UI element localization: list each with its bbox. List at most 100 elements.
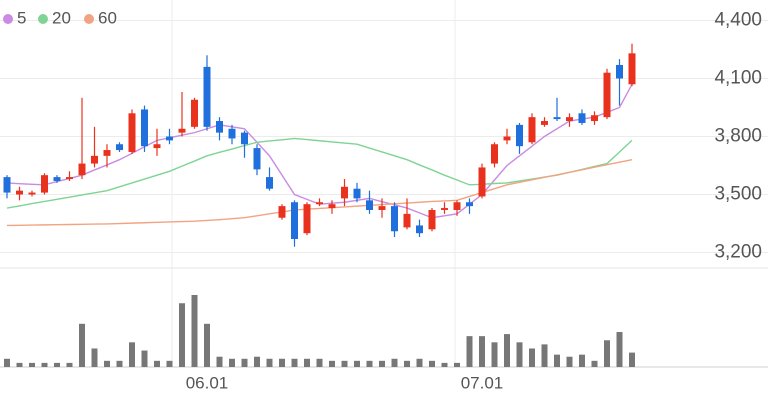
volume-bar bbox=[79, 323, 85, 367]
legend-dot bbox=[38, 14, 48, 24]
candle-body bbox=[16, 190, 23, 195]
volume-bar bbox=[566, 356, 573, 367]
candle-body bbox=[316, 202, 323, 205]
candle-body bbox=[503, 136, 511, 141]
candle-body bbox=[591, 115, 598, 122]
volume-bar bbox=[41, 362, 48, 367]
candle-body bbox=[478, 167, 486, 197]
candle-body bbox=[78, 163, 86, 176]
volume-bar bbox=[354, 360, 360, 367]
volume-bar bbox=[154, 360, 160, 367]
volume-bar bbox=[16, 362, 23, 367]
candle-body bbox=[153, 144, 161, 149]
volume-bar bbox=[304, 358, 310, 367]
candle-body bbox=[291, 202, 298, 239]
x-tick-label: 06.01 bbox=[186, 373, 229, 392]
volume-bar bbox=[541, 344, 548, 367]
candle-body bbox=[241, 132, 248, 145]
volume-bar bbox=[466, 336, 473, 367]
candle-body bbox=[328, 204, 336, 209]
volume-bar bbox=[141, 350, 148, 367]
y-tick-label: 3,800 bbox=[714, 126, 762, 147]
legend-dot bbox=[3, 14, 13, 24]
candle-body bbox=[228, 128, 236, 139]
candle-body bbox=[628, 53, 636, 85]
candle-body bbox=[53, 177, 61, 181]
candle-body bbox=[428, 209, 436, 230]
candle-body bbox=[166, 136, 173, 141]
candle-body bbox=[41, 175, 48, 193]
candle-body bbox=[391, 206, 398, 232]
candle-body bbox=[91, 155, 98, 164]
volume-bar bbox=[629, 352, 635, 367]
candle-body bbox=[441, 208, 448, 210]
candle-body bbox=[366, 200, 373, 210]
candle-body bbox=[116, 144, 123, 151]
candle-body bbox=[528, 117, 536, 143]
volume-bar bbox=[404, 360, 410, 367]
volume-bar bbox=[279, 358, 285, 367]
volume-bar bbox=[129, 342, 135, 367]
candle-body bbox=[466, 202, 473, 207]
volume-bar bbox=[4, 358, 10, 367]
volume-bar bbox=[266, 358, 273, 367]
volume-bar bbox=[516, 342, 523, 367]
volume-bar bbox=[191, 295, 198, 367]
volume-bar bbox=[591, 360, 598, 367]
volume-bar bbox=[229, 358, 235, 367]
volume-bar bbox=[29, 362, 35, 367]
candle-body bbox=[341, 186, 348, 199]
ma-line bbox=[6, 137, 633, 209]
candle-body bbox=[28, 192, 36, 195]
candle-body bbox=[353, 188, 361, 199]
volume-bar bbox=[166, 360, 173, 367]
volume-bar bbox=[66, 362, 73, 367]
candle-body bbox=[266, 177, 273, 189]
volume-bar bbox=[529, 348, 535, 367]
candle-body bbox=[3, 177, 11, 193]
volume-bar bbox=[604, 340, 610, 367]
legend-label: 5 bbox=[17, 8, 26, 27]
y-tick-label: 4,400 bbox=[714, 9, 762, 30]
candle-body bbox=[278, 206, 286, 218]
volume-bar bbox=[366, 360, 373, 367]
volume-bar bbox=[504, 334, 510, 367]
volume-bar bbox=[579, 354, 585, 367]
volume-bar bbox=[316, 358, 323, 367]
x-tick-label: 07.01 bbox=[461, 373, 504, 392]
volume-bar bbox=[429, 360, 435, 367]
legend-label: 20 bbox=[52, 8, 71, 27]
candle-body bbox=[553, 117, 561, 120]
volume-bar bbox=[416, 358, 423, 367]
volume-bar bbox=[104, 360, 110, 367]
candle-body bbox=[616, 64, 623, 79]
candle-body bbox=[491, 144, 498, 164]
volume-bar bbox=[491, 342, 498, 367]
candle-body bbox=[566, 117, 573, 122]
candle-body bbox=[516, 124, 523, 147]
candle-body bbox=[216, 121, 223, 133]
volume-bar bbox=[329, 360, 335, 367]
volume-bar bbox=[179, 303, 185, 367]
candle-body bbox=[141, 109, 148, 147]
volume-bar bbox=[616, 332, 623, 367]
candle-body bbox=[66, 177, 73, 180]
candle-body bbox=[103, 150, 111, 156]
candle-body bbox=[603, 72, 611, 118]
volume-bar bbox=[241, 358, 248, 367]
volume-bar bbox=[341, 360, 348, 367]
volume-bar bbox=[116, 360, 123, 367]
candle-body bbox=[128, 113, 136, 152]
volume-bar bbox=[54, 362, 60, 367]
legend-label: 60 bbox=[98, 8, 117, 27]
volume-bar bbox=[254, 356, 260, 367]
volume-bar bbox=[454, 362, 460, 367]
candle-body bbox=[203, 66, 211, 127]
ma-line bbox=[6, 159, 633, 227]
candle-body bbox=[578, 113, 586, 123]
ma-line bbox=[6, 83, 633, 219]
candle-body bbox=[541, 121, 548, 125]
y-tick-label: 3,200 bbox=[714, 242, 762, 263]
volume-bar bbox=[379, 360, 385, 367]
